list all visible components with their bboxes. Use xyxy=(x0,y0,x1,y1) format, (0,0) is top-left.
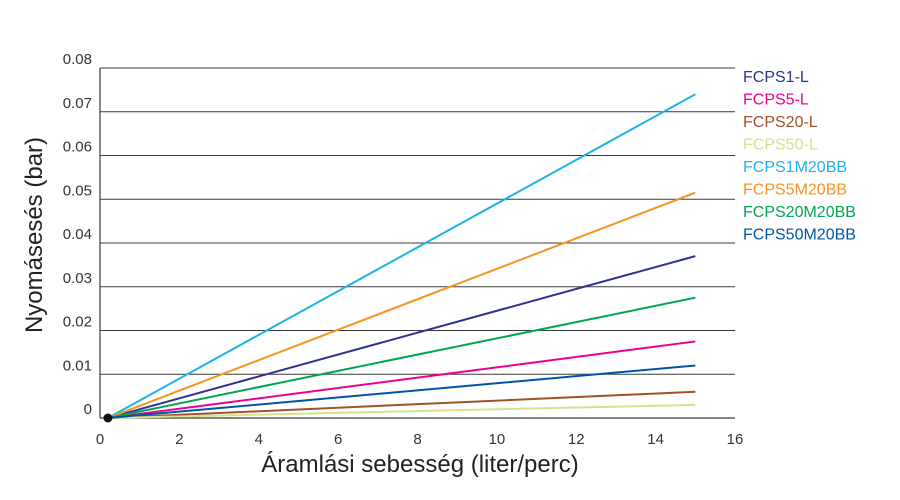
x-tick-label: 6 xyxy=(334,431,342,448)
series-line xyxy=(107,191,696,419)
series-line xyxy=(107,403,696,419)
legend-entry: FCPS5-L xyxy=(743,92,809,109)
y-tick-label: 0.03 xyxy=(63,270,92,287)
series-line xyxy=(107,364,696,419)
legend-entry: FCPS1-L xyxy=(743,69,809,86)
legend-entry: FCPS1M20BB xyxy=(743,159,847,176)
x-tick-labels: 0 2 4 6 8 10 12 14 16 xyxy=(96,431,744,448)
series-line xyxy=(107,255,696,419)
y-axis-title: Nyomásesés (bar) xyxy=(21,137,48,333)
legend-entry: FCPS5M20BB xyxy=(743,182,847,199)
y-tick-label: 0.08 xyxy=(63,51,92,68)
origin-point xyxy=(103,413,113,423)
x-axis-title: Áramlási sebesség (liter/perc) xyxy=(261,451,578,478)
series-line xyxy=(107,340,696,419)
legend: FCPS1-L FCPS5-L FCPS20-L FCPS50-L FCPS1M20BB… xyxy=(743,69,856,244)
series-lines xyxy=(103,93,696,423)
y-tick-label: 0.04 xyxy=(63,226,92,243)
x-tick-label: 0 xyxy=(96,431,104,448)
x-tick-label: 10 xyxy=(489,431,506,448)
x-tick-label: 12 xyxy=(568,431,585,448)
legend-entry: FCPS20-L xyxy=(743,114,818,131)
grid-lines xyxy=(100,67,735,375)
series-line xyxy=(107,93,696,419)
legend-entry: FCPS50M20BB xyxy=(743,227,856,244)
y-tick-label: 0.07 xyxy=(63,95,92,112)
y-tick-labels: 0 0.01 0.02 0.03 0.04 0.05 0.06 0.07 0.08 xyxy=(63,51,92,418)
x-tick-label: 16 xyxy=(727,431,744,448)
series-line xyxy=(107,390,696,419)
y-tick-label: 0.01 xyxy=(63,357,92,374)
series-line xyxy=(107,296,696,419)
y-tick-label: 0.02 xyxy=(63,314,92,331)
y-tick-label: 0.05 xyxy=(63,182,92,199)
y-tick-label: 0 xyxy=(84,401,92,418)
legend-entry: FCPS20M20BB xyxy=(743,204,856,221)
x-tick-label: 4 xyxy=(255,431,263,448)
axes xyxy=(99,68,735,419)
legend-entry: FCPS50-L xyxy=(743,137,818,154)
x-tick-label: 14 xyxy=(647,431,664,448)
y-tick-label: 0.06 xyxy=(63,139,92,156)
x-tick-label: 8 xyxy=(413,431,421,448)
x-tick-label: 2 xyxy=(175,431,183,448)
